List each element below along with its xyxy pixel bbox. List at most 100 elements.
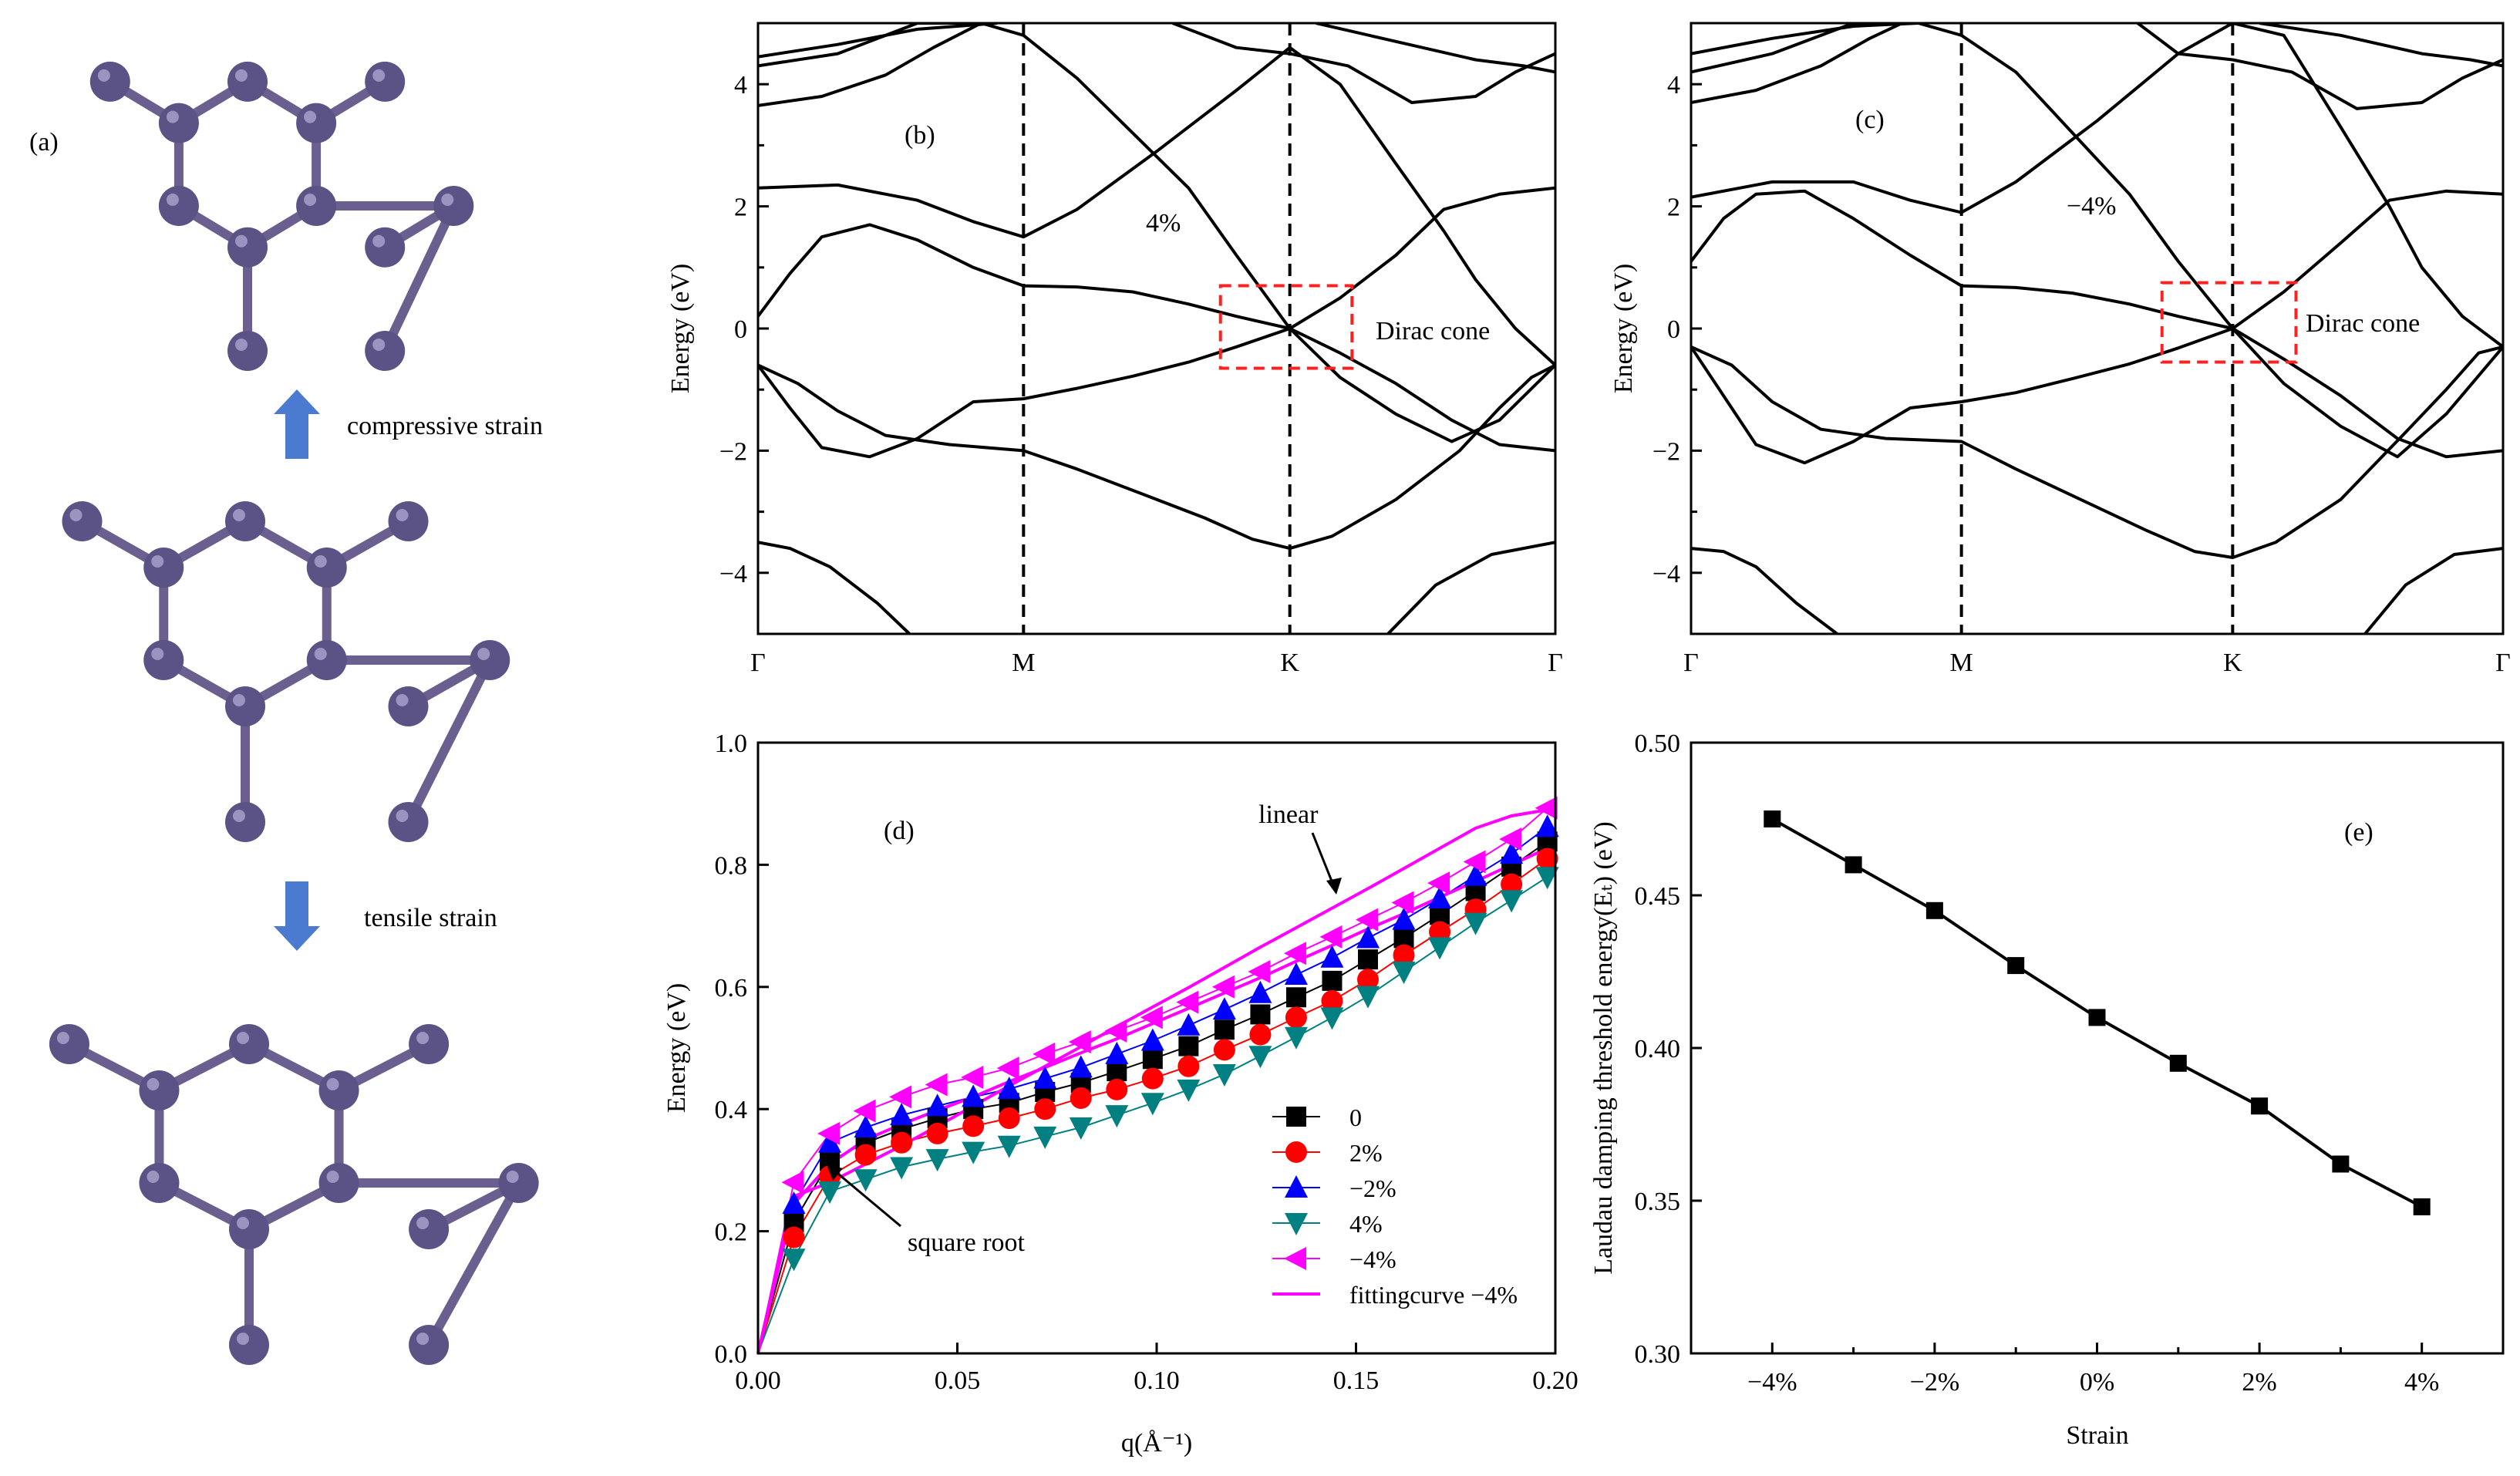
axis-ticks: 0.00 0.05 0.10 0.15 0.20 0.0 0.2 0.4 0.6 0.8 1.0 (715, 730, 1578, 1395)
y-tick-label: 2 (734, 194, 747, 222)
band-c1 (758, 186, 1555, 330)
atom-highlight (416, 1333, 430, 1345)
atom-highlight (235, 69, 248, 82)
band-c3 (758, 23, 982, 107)
data-point (1106, 1078, 1128, 1100)
y-axis-label: Energy (eV) (666, 264, 695, 393)
panel-c-label: (c) (1855, 106, 1885, 134)
data-point (1428, 885, 1452, 908)
data-point (853, 1099, 876, 1123)
panel-b-band-structure: −4 −2 0 2 4 Γ M K Γ Energy (eV) (b) 4% Dirac co… (666, 22, 1563, 677)
band-v4 (1386, 541, 1555, 634)
data-point (782, 1249, 806, 1272)
data-point (1501, 873, 1523, 895)
data-point (1033, 1042, 1056, 1066)
legend-label: 4% (1349, 1210, 1383, 1238)
data-point (1535, 796, 1558, 820)
bond (403, 655, 495, 827)
data-point (890, 1103, 914, 1126)
x-tick-label: 0.00 (735, 1366, 781, 1395)
structure-tensile (49, 1024, 539, 1365)
data-point (2007, 957, 2025, 975)
atom-highlight (97, 69, 110, 82)
data-point (1356, 986, 1380, 1009)
atom-highlight (477, 648, 490, 660)
x-tick-label: 2% (2242, 1368, 2276, 1397)
atom (225, 686, 265, 726)
atom-highlight (237, 1032, 249, 1044)
data-point (1178, 1036, 1199, 1056)
atom-highlight (396, 810, 409, 822)
data-point (1248, 1046, 1272, 1069)
data-point (1105, 1041, 1129, 1064)
panel-a: (a) compressive strain tensile strain (29, 61, 543, 1365)
data-point (1069, 1055, 1093, 1078)
data-point (1427, 871, 1450, 895)
legend: 0 2% −2% 4% −4% fittingcurve −4% (1272, 1104, 1518, 1309)
data-point (1357, 969, 1380, 991)
strain-label: 4% (1146, 209, 1181, 238)
data-point (1925, 901, 1943, 919)
axis-ticks: −4% −2% 0% 2% 4% 0.30 0.35 0.40 0.45 0.50 (1635, 730, 2440, 1397)
band-v4 (2363, 547, 2503, 634)
data-point (1034, 1098, 1056, 1120)
atom (306, 548, 347, 588)
band-c7 (1316, 23, 1555, 74)
band-v1 (758, 327, 1555, 459)
data-point (1285, 987, 1306, 1008)
data-point (925, 1149, 949, 1172)
data-point (1250, 1004, 1271, 1025)
legend-marker (1286, 1107, 1306, 1127)
data-point (1249, 1023, 1272, 1046)
data-point (1140, 1093, 1164, 1116)
y-tick-label: 4 (734, 71, 747, 99)
atom (306, 640, 347, 680)
atom-highlight (151, 648, 164, 660)
tensile-strain-label: tensile strain (364, 904, 497, 932)
atom (365, 61, 406, 102)
square-root-pointer (834, 1169, 901, 1228)
dirac-cone-label: Dirac cone (2306, 309, 2420, 338)
data-point (854, 1169, 878, 1192)
atom (470, 640, 510, 680)
panel-d-dispersion: 0.00 0.05 0.10 0.15 0.20 0.0 0.2 0.4 0.6 0.8 1.0 E… (662, 730, 1578, 1457)
atom (365, 227, 406, 268)
panel-e-label: (e) (2344, 818, 2373, 847)
data-point (926, 1122, 948, 1144)
square-root-annotation: square root (908, 1228, 1026, 1257)
data-point (1283, 942, 1306, 965)
atom (143, 548, 184, 588)
atom-highlight (372, 338, 386, 351)
atom (225, 501, 265, 541)
data-point (1322, 970, 1343, 991)
atom-highlight (69, 509, 83, 521)
band-v1 (1691, 327, 2503, 465)
x-tick-label: 4% (2404, 1368, 2439, 1397)
panel-e-threshold: −4% −2% 0% 2% 4% 0.30 0.35 0.40 0.45 0.50 Laudau … (1589, 730, 2505, 1450)
atom (227, 227, 268, 268)
atom (139, 1070, 180, 1110)
data-point (890, 1157, 914, 1180)
linear-arrowhead-icon (1326, 878, 1342, 895)
data-point (2413, 1198, 2431, 1215)
data-point (1392, 962, 1416, 984)
linear-annotation: linear (1258, 800, 1319, 829)
y-tick-label: −2 (719, 437, 747, 466)
y-tick-label: 4 (1667, 71, 1680, 99)
atom (388, 802, 429, 842)
atom (433, 186, 474, 226)
bond (424, 1178, 524, 1350)
x-tick-label: −2% (1910, 1368, 1960, 1397)
atom-highlight (396, 694, 409, 706)
data-point (1356, 925, 1380, 949)
data-point (1464, 912, 1487, 935)
y-ticks: −4 −2 0 2 4 (1652, 71, 1702, 588)
series-markers (781, 796, 1559, 1272)
atom (296, 103, 337, 143)
data-point (925, 1073, 948, 1097)
data-point (1284, 1026, 1308, 1050)
atom-highlight (326, 1171, 339, 1183)
